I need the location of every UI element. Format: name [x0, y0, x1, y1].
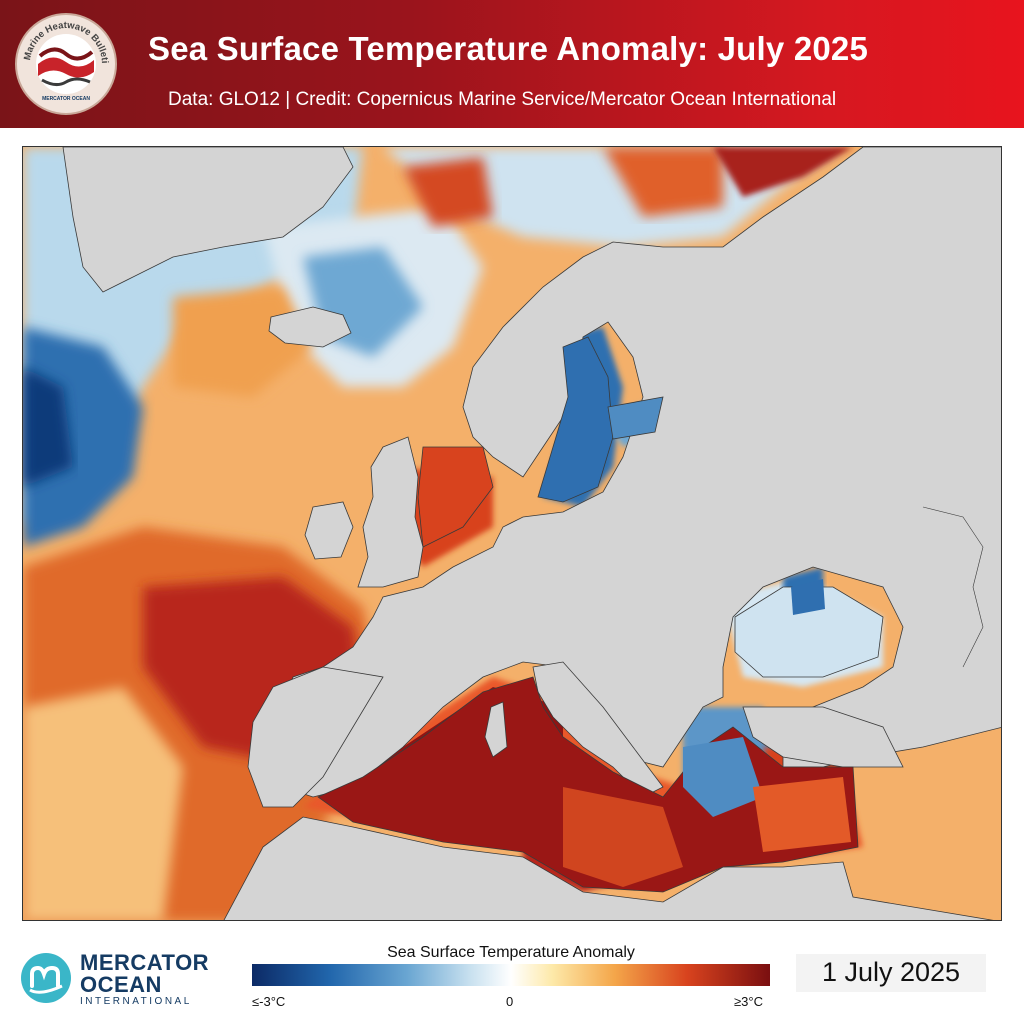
logo-text-mercator: MERCATOR: [80, 950, 210, 975]
aegean-patch: [683, 737, 763, 817]
colorbar-gradient: [252, 964, 770, 986]
mercator-ocean-logo: MERCATOR OCEAN INTERNATIONAL: [20, 948, 220, 1010]
colorbar-title: Sea Surface Temperature Anomaly: [387, 944, 635, 961]
gulf-of-finland: [607, 396, 664, 440]
sst-anomaly-map: [22, 146, 1002, 921]
levant-patch: [753, 777, 851, 852]
coastline-east: [922, 506, 984, 668]
badge-small-text: MERCATOR OCEAN: [42, 96, 90, 102]
mercator-m-icon: [21, 953, 71, 1003]
marine-heatwave-bulletin-badge: Marine Heatwave Bulletin MERCATOR OCEAN: [11, 4, 118, 116]
colorbar-max-label: ≥3°C: [734, 994, 763, 1009]
sardinia-island: [484, 701, 508, 758]
colorbar-mid-label: 0: [506, 994, 514, 1009]
page-title: Sea Surface Temperature Anomaly: July 20…: [148, 30, 869, 67]
colorbar-min-label: ≤-3°C: [252, 994, 286, 1009]
logo-text-international: INTERNATIONAL: [80, 996, 192, 1007]
date-box: 1 July 2025: [796, 954, 986, 992]
header-banner: Marine Heatwave Bulletin MERCATOR OCEAN …: [0, 0, 1024, 128]
mediterranean-sea: [317, 676, 859, 893]
logo-text-ocean: OCEAN: [80, 972, 162, 997]
data-credit: Data: GLO12 | Credit: Copernicus Marine …: [168, 89, 837, 110]
north-sea: [417, 446, 494, 548]
central-med-patch: [563, 787, 683, 887]
map-graphic: [23, 147, 1001, 920]
baltic-sea: [537, 336, 614, 503]
black-sea-cold-patch: [791, 579, 825, 615]
date-label: 1 July 2025: [821, 957, 961, 987]
land-masses: [62, 147, 1001, 920]
